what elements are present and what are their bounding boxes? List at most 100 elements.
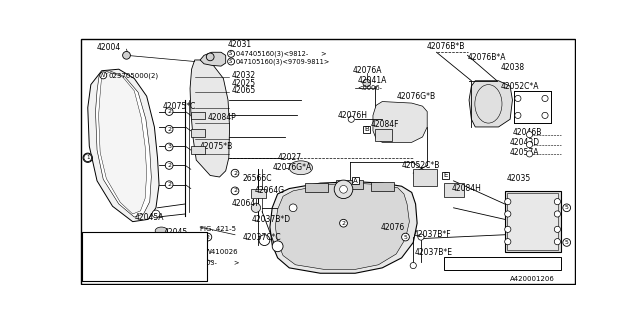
Circle shape [515,95,521,101]
Text: 42045: 42045 [164,228,188,237]
Text: 092310504(8): 092310504(8) [100,246,148,253]
Circle shape [198,250,202,253]
Text: 42064G: 42064G [254,186,285,195]
FancyBboxPatch shape [444,183,463,197]
Circle shape [83,153,92,162]
Text: 42025: 42025 [231,78,255,88]
FancyBboxPatch shape [413,169,436,186]
FancyBboxPatch shape [505,191,561,252]
Text: 2: 2 [167,109,171,114]
Text: 42076B*A: 42076B*A [467,53,506,62]
Text: 26566C: 26566C [243,174,272,183]
Circle shape [165,143,173,151]
Circle shape [348,116,355,122]
Circle shape [515,112,521,118]
Text: 2: 2 [206,235,210,240]
Text: <0003-        >: <0003- > [193,260,240,266]
Text: 42084H: 42084H [452,184,482,193]
Circle shape [418,234,424,240]
FancyBboxPatch shape [371,182,394,191]
Circle shape [85,246,93,254]
Text: 1: 1 [88,236,92,241]
FancyBboxPatch shape [81,39,575,284]
Polygon shape [200,52,226,66]
Circle shape [410,262,417,268]
Text: 047406120(7): 047406120(7) [109,235,156,242]
Circle shape [526,151,532,157]
Text: 42075*C: 42075*C [163,102,196,111]
Text: 5: 5 [564,205,568,210]
Ellipse shape [289,161,312,175]
Text: 42037B*F: 42037B*F [413,230,451,239]
Circle shape [165,181,173,188]
Text: 5: 5 [564,240,568,245]
Circle shape [340,186,348,193]
Circle shape [542,95,548,101]
Text: 42041A: 42041A [358,76,387,85]
Polygon shape [190,60,230,177]
Text: 42075*B: 42075*B [200,142,234,151]
Circle shape [100,235,107,242]
Text: 2: 2 [167,163,171,168]
Circle shape [231,187,239,195]
Circle shape [86,156,90,159]
Text: 5: 5 [450,261,454,266]
Text: 42057A: 42057A [510,148,540,157]
Polygon shape [95,71,151,217]
Text: 42084P: 42084P [208,113,237,122]
Circle shape [340,219,348,227]
Circle shape [526,141,532,148]
Circle shape [152,210,160,218]
Circle shape [259,235,270,245]
Circle shape [334,180,353,198]
Circle shape [85,234,93,242]
Text: 42076: 42076 [381,222,405,232]
Text: 42045A: 42045A [134,212,164,221]
Ellipse shape [145,242,154,248]
Circle shape [563,204,571,212]
Text: 42052C*A: 42052C*A [501,82,540,91]
FancyBboxPatch shape [191,129,205,137]
Circle shape [554,226,561,232]
Text: B: B [364,126,369,132]
Circle shape [85,258,93,265]
Circle shape [289,204,297,212]
Polygon shape [373,101,428,142]
Text: 42037B*D: 42037B*D [252,215,291,224]
Circle shape [231,169,239,177]
Text: 42076H: 42076H [337,111,367,120]
Circle shape [165,125,173,133]
Text: 42031: 42031 [227,40,252,49]
Text: 42043D: 42043D [510,138,540,147]
FancyBboxPatch shape [374,129,392,141]
Text: 2: 2 [167,127,171,132]
Text: 42065: 42065 [231,86,255,95]
Text: 2: 2 [167,182,171,187]
Text: 42046B: 42046B [513,128,542,137]
Text: N: N [461,261,465,266]
Circle shape [85,269,93,277]
Text: 42076G*B: 42076G*B [396,92,435,101]
Text: W410026: W410026 [205,250,239,255]
Text: 42038: 42038 [501,63,525,72]
FancyBboxPatch shape [442,172,449,179]
Text: A420001206: A420001206 [510,276,555,283]
Text: E: E [444,172,448,179]
Text: 42027: 42027 [278,153,301,162]
FancyBboxPatch shape [507,193,558,250]
Text: 092313103(2): 092313103(2) [100,258,147,265]
Text: 2: 2 [233,188,237,193]
Circle shape [554,198,561,205]
Text: 2: 2 [87,247,92,252]
Circle shape [204,233,212,241]
Polygon shape [469,81,513,127]
FancyBboxPatch shape [514,91,551,123]
Text: 42052C*B: 42052C*B [402,161,440,170]
FancyBboxPatch shape [351,177,358,184]
FancyBboxPatch shape [81,232,207,281]
Text: A: A [353,178,358,184]
Polygon shape [88,69,159,222]
FancyBboxPatch shape [191,112,205,119]
Circle shape [505,226,511,232]
Text: 3: 3 [87,259,92,264]
